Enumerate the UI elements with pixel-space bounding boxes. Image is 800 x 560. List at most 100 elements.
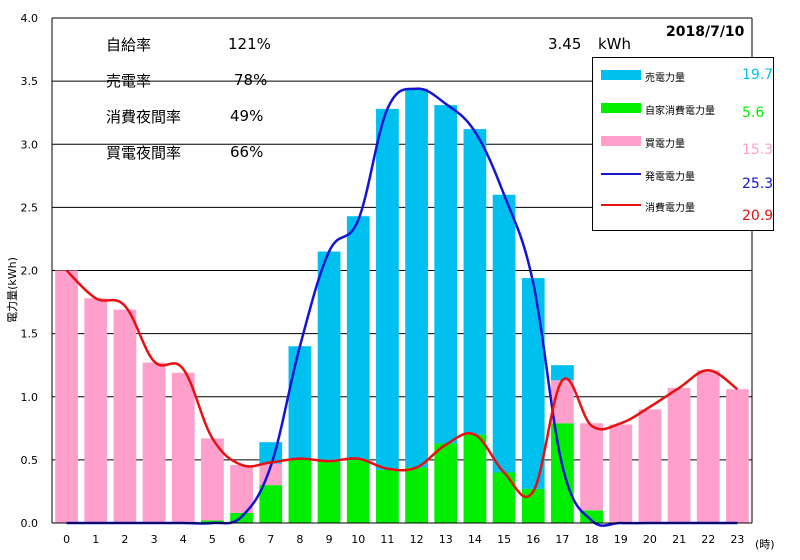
y-tick-label: 4.0 [21,12,39,25]
bar-segment [346,459,370,523]
legend-value: 19.7 [742,67,774,83]
legend-swatch [601,136,641,146]
bar-segment [463,434,487,523]
legend-swatch [601,173,641,175]
legend-value: 20.9 [742,208,774,224]
bar-segment [201,438,224,521]
x-tick-label: 11 [380,533,394,546]
x-tick-label: 18 [585,533,599,546]
bar-segment [55,270,78,523]
bar-segment [142,362,166,523]
y-tick-label: 0.0 [21,517,39,530]
bar-segment [434,105,458,444]
legend-label: 買電力量 [645,139,685,150]
x-tick-label: 22 [701,533,715,546]
grid-lines [52,17,752,461]
bar-segment [113,309,137,523]
bar-segment [376,469,399,523]
legend-label: 消費電力量 [645,203,695,214]
x-tick-label: 3 [151,533,158,546]
bar-segment [492,194,516,473]
x-tick-label: 23 [730,533,744,546]
bar-segment [84,298,108,523]
self-supply-value: 121% [228,35,271,53]
night-consumption-value: 49% [230,107,264,125]
x-tick-label: 10 [351,533,365,546]
bar-segment [463,129,487,435]
x-tick-label: 13 [439,533,453,546]
x-tick-label: 0 [63,533,70,546]
legend-label: 売電力量 [645,73,685,84]
bar-segment [580,510,603,523]
bar-segment [288,459,312,523]
legend: 売電力量 自家消費電力量 買電力量 発電電力量 消費電力量 [592,57,774,231]
bar-segment [580,423,603,511]
x-tick-label: 21 [672,533,686,546]
axes: 0.00.51.01.52.02.53.03.54.00 1 2 3 4 5 6 7 8 9 10 1… [21,12,753,546]
bar-segment [551,365,574,381]
bar-segment [667,387,691,523]
bar-segment [521,488,545,523]
x-tick-label: 8 [296,533,303,546]
x-tick-label: 16 [526,533,540,546]
bar-segment [609,424,633,523]
bar-segment [230,464,253,513]
bar-segment [317,461,341,523]
legend-label: 自家消費電力量 [645,106,715,117]
legend-swatch [601,70,641,80]
x-tick-label: 19 [614,533,628,546]
bar-segment [201,520,224,523]
y-tick-label: 3.0 [21,138,39,151]
bar-segment [317,251,341,462]
bar-segment [696,370,720,523]
bar-segment [638,409,662,523]
legend-value: 15.3 [742,142,774,158]
x-tick-label: 5 [209,533,216,546]
x-tick-label: 6 [238,533,245,546]
bar-segment [551,423,574,523]
bar-segment [726,389,749,523]
y-tick-label: 1.5 [21,328,39,341]
legend-swatch [601,103,641,113]
y-tick-label: 3.5 [21,75,39,88]
x-tick-label: 2 [121,533,128,546]
x-tick-label: 4 [180,533,187,546]
bar-segment [376,108,399,470]
bar-segment [434,443,458,523]
bar-segment [405,467,428,523]
sold-label: 売電率 [106,72,152,90]
night-purchase-value: 66% [230,143,264,161]
legend-label: 発電電力量 [645,172,695,183]
series-line [65,269,739,499]
y-tick-label: 2.0 [21,265,39,278]
legend-value: 5.6 [742,105,765,121]
x-tick-label: 9 [326,533,333,546]
energy-unit: kWh [598,35,632,53]
bar-segment [171,372,195,523]
x-tick-label: 15 [497,533,511,546]
bar-segment [521,278,545,489]
date-label: 2018/7/10 [666,24,745,40]
night-purchase-label: 買電夜間率 [106,144,182,162]
bar-segment [288,346,312,460]
x-tick-label: 14 [468,533,482,546]
bar-segment [492,472,516,523]
x-tick-label: 1 [92,533,99,546]
legend-value: 25.3 [742,176,774,192]
bar-segment [259,485,283,523]
y-tick-label: 1.0 [21,391,39,404]
legend-swatch [601,204,641,206]
bar-segment [405,88,428,468]
x-tick-label: 17 [555,533,569,546]
self-supply-label: 自給率 [106,36,152,54]
night-consumption-label: 消費夜間率 [106,108,182,126]
x-tick-label: 12 [410,533,424,546]
bar-series [55,88,749,523]
bar-segment [346,216,370,460]
x-tick-label: 7 [267,533,274,546]
y-tick-label: 0.5 [21,454,39,467]
x-tick-label: 20 [643,533,657,546]
sold-value: 78% [234,71,268,89]
y-tick-label: 2.5 [21,201,39,214]
